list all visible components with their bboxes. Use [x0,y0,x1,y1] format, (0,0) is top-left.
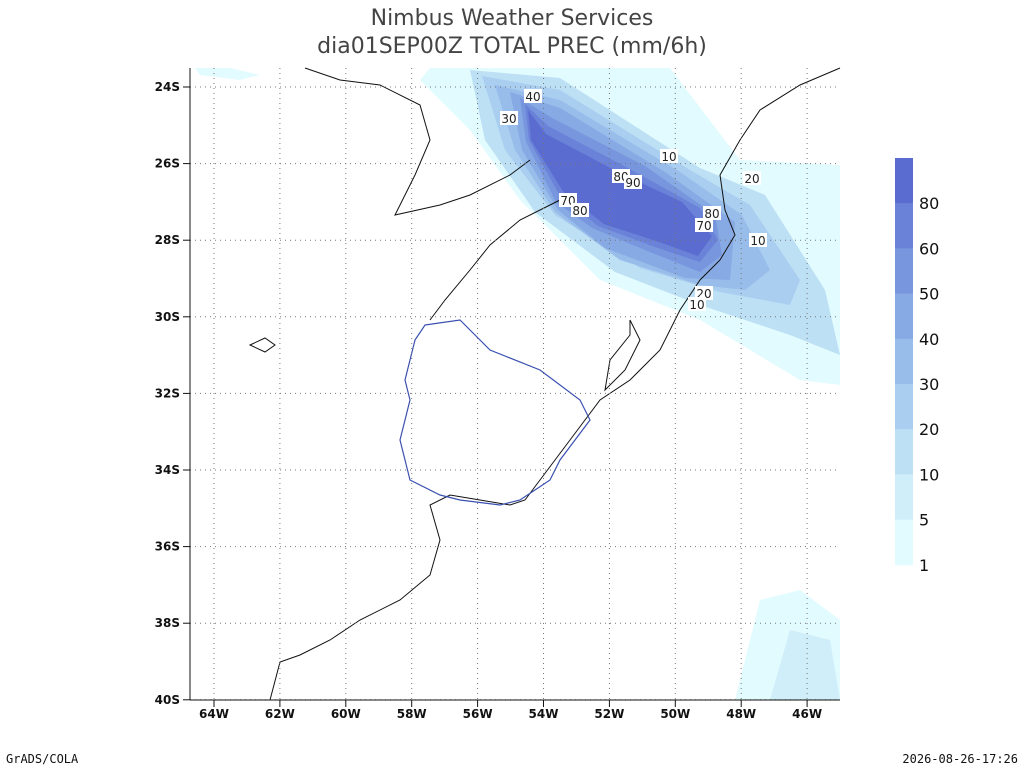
colorbar-swatch [895,474,913,521]
colorbar: 80 60 50 40 30 20 10 5 1 [895,158,939,575]
lat-label: 28S [155,233,180,247]
contour-label: 80 [572,204,587,218]
precip-area [195,68,260,80]
contour-label: 30 [501,112,516,126]
precipitation-field [195,68,840,700]
contour-label: 20 [744,172,759,186]
contour-label: 10 [661,150,676,164]
lon-label: 48W [726,707,756,721]
contour-label: 40 [525,90,540,104]
colorbar-label: 5 [919,511,929,530]
lon-label: 64W [199,707,229,721]
contour-label-bg [703,206,721,220]
lat-label: 40S [155,693,180,707]
colorbar-swatch [895,248,913,295]
contour-label: 10 [689,298,704,312]
colorbar-label: 20 [919,420,939,439]
colorbar-label: 1 [919,556,929,575]
lat-label: 24S [155,80,180,94]
coastlines [248,67,841,701]
lon-label: 56W [463,707,493,721]
colorbar-label: 50 [919,285,939,304]
subtitle: dia01SEP00Z TOTAL PREC (mm/6h) [317,34,707,59]
colorbar-label: 10 [919,465,939,484]
colorbar-label: 60 [919,239,939,258]
contour-label-bg [743,171,761,185]
colorbar-swatch [895,338,913,385]
lat-label: 30S [155,310,180,324]
lat-label: 26S [155,157,180,171]
contour-label-bg [688,297,706,311]
colorbar-label: 80 [919,194,939,213]
lat-label: 32S [155,386,180,400]
colorbar-swatch [895,203,913,249]
colorbar-swatch [895,384,913,430]
island [248,337,276,353]
colorbar-label: 30 [919,375,939,394]
border [304,67,531,216]
coastline [269,67,841,701]
lon-label: 50W [660,707,690,721]
contour-label-bg [749,233,767,247]
colorbar-label: 40 [919,330,939,349]
border [429,199,561,321]
contour-label: 10 [750,234,765,248]
contour-label: 90 [625,176,640,190]
lon-label: 60W [331,707,361,721]
title: Nimbus Weather Services [371,6,654,31]
lon-label: 46W [792,707,822,721]
lagoon [604,319,641,392]
graticule: 24S 26S 28S 30S 32S 34S 36S 38S 40S 64W 62W 60W 58W 5… [155,68,840,721]
contour-label-bg [695,286,713,300]
colorbar-swatch [895,158,913,204]
contour-label-bg [660,149,678,163]
colorbar-swatch [895,519,913,566]
lon-label: 58W [397,707,427,721]
contour-label: 70 [696,219,711,233]
lon-label: 52W [594,707,624,721]
colorbar-swatch [895,293,913,340]
contour-label: 80 [704,207,719,221]
contour-label-bg [571,203,589,217]
lon-label: 62W [265,707,295,721]
footer-left: GrADS/COLA [6,752,79,766]
uruguay-outline [399,319,591,506]
lat-label: 34S [155,463,180,477]
colorbar-swatch [895,429,913,475]
lon-label: 54W [529,707,559,721]
contour-label-bg [624,175,642,189]
lat-label: 36S [155,540,180,554]
contour-label-bg [524,89,542,103]
lat-label: 38S [155,616,180,630]
contour-label-bg [500,111,518,125]
footer-right: 2026-08-26-17:26 [902,752,1018,766]
precip-area [770,630,840,700]
contour-label-bg [695,218,713,232]
